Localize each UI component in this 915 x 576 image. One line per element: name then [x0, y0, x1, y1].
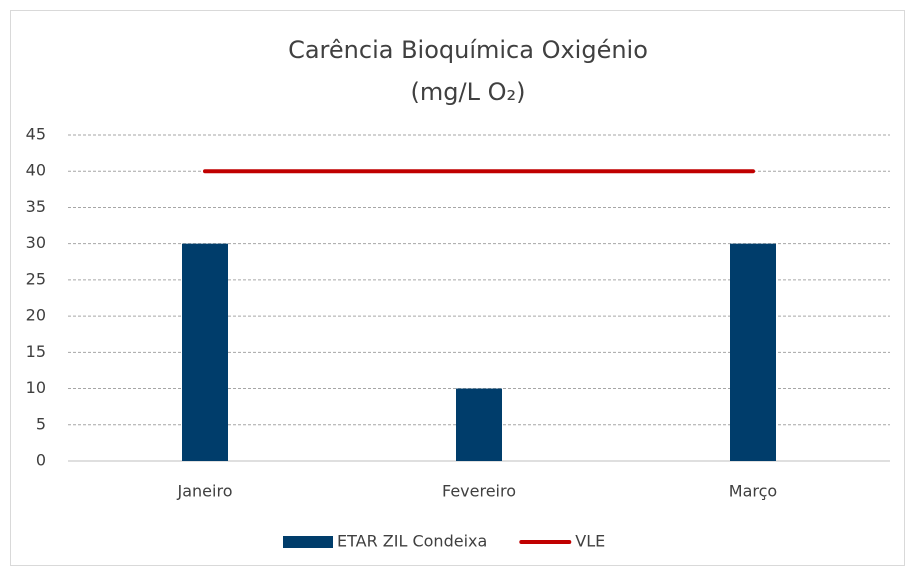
y-tick-label: 10 [26, 378, 46, 397]
y-tick-label: 0 [36, 451, 46, 470]
y-tick-label: 5 [36, 414, 46, 433]
x-tick-label: Janeiro [177, 482, 233, 501]
x-tick-label: Março [729, 482, 777, 501]
chart-subtitle: (mg/L O₂) [411, 78, 526, 106]
legend-label: ETAR ZIL Condeixa [337, 532, 487, 551]
y-tick-label: 20 [26, 306, 46, 325]
chart-title: Carência Bioquímica Oxigénio [288, 36, 648, 64]
x-tick-label: Fevereiro [442, 482, 516, 501]
bar [730, 243, 776, 461]
y-tick-label: 15 [26, 342, 46, 361]
y-tick-label: 25 [26, 269, 46, 288]
y-tick-label: 35 [26, 197, 46, 216]
bar [182, 243, 228, 461]
bar [456, 388, 502, 461]
y-tick-label: 30 [26, 233, 46, 252]
y-tick-label: 45 [26, 125, 46, 144]
y-tick-label: 40 [26, 161, 46, 180]
legend-swatch [283, 536, 333, 548]
legend-label: VLE [575, 532, 605, 551]
